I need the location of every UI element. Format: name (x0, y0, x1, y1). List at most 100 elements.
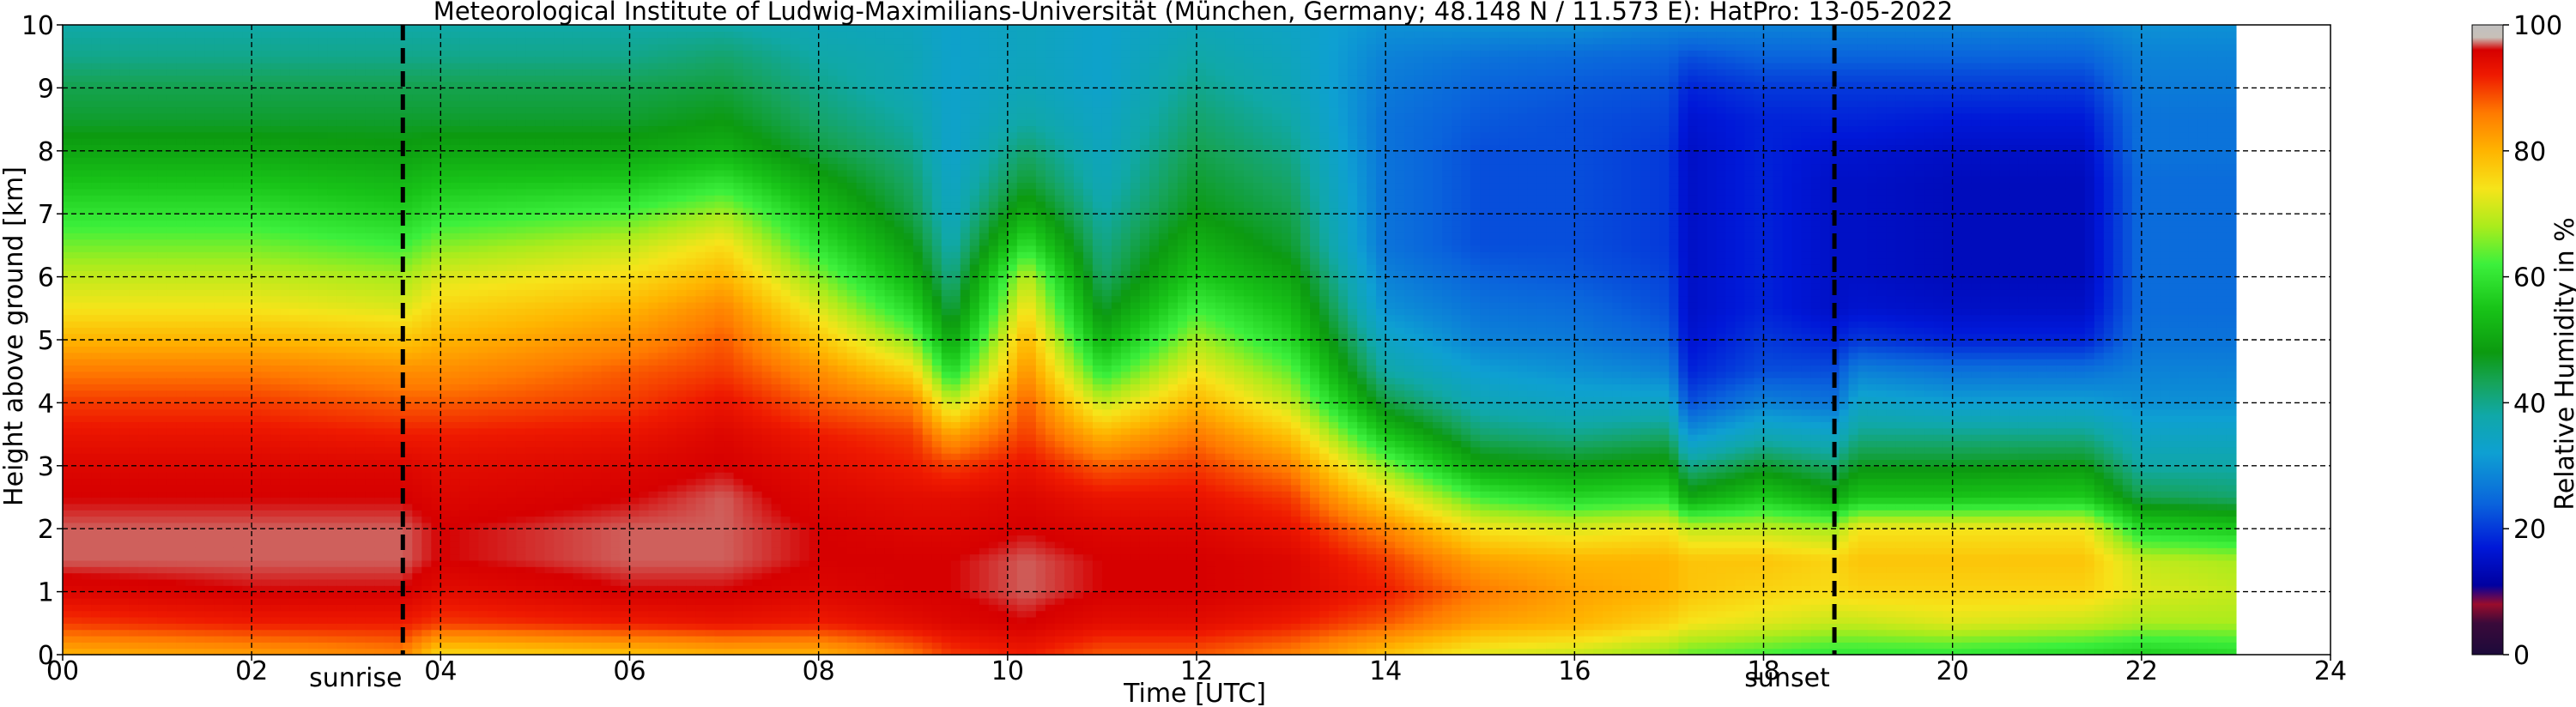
heatmap-cell (270, 44, 281, 51)
heatmap-cell (252, 76, 262, 82)
heatmap-cell (176, 25, 186, 32)
heatmap-cell (469, 69, 479, 76)
heatmap-cell (119, 125, 130, 132)
heatmap-cell (374, 327, 385, 334)
heatmap-cell (195, 517, 205, 523)
heatmap-cell (100, 106, 111, 113)
heatmap-cell (506, 623, 517, 630)
heatmap-cell (270, 113, 281, 120)
heatmap-cell (119, 485, 130, 492)
heatmap-cell (289, 163, 300, 170)
heatmap-cell (100, 277, 111, 284)
heatmap-cell (223, 251, 233, 258)
heatmap-cell (318, 353, 328, 360)
heatmap-cell (129, 327, 139, 334)
heatmap-cell (336, 183, 347, 190)
heatmap-cell (261, 44, 271, 51)
heatmap-cell (280, 384, 290, 390)
heatmap-cell (82, 302, 92, 309)
heatmap-cell (100, 44, 111, 51)
heatmap-cell (63, 547, 73, 554)
heatmap-cell (355, 498, 366, 505)
heatmap-cell (233, 636, 243, 643)
heatmap-cell (195, 202, 205, 208)
heatmap-cell (478, 579, 488, 586)
heatmap-cell (280, 529, 290, 535)
heatmap-cell (488, 283, 498, 290)
heatmap-cell (308, 57, 318, 63)
heatmap-cell (336, 402, 347, 409)
heatmap-cell (469, 353, 479, 360)
heatmap-cell (167, 573, 177, 580)
heatmap-cell (185, 277, 196, 284)
heatmap-cell (374, 415, 385, 422)
heatmap-cell (233, 535, 243, 542)
heatmap-cell (289, 277, 300, 284)
heatmap-cell (459, 233, 470, 239)
heatmap-cell (242, 554, 252, 561)
heatmap-cell (148, 504, 158, 511)
heatmap-cell (63, 598, 73, 605)
heatmap-cell (63, 38, 73, 45)
heatmap-cell (252, 308, 262, 315)
heatmap-cell (327, 44, 337, 51)
heatmap-cell (82, 353, 92, 360)
heatmap-cell (138, 138, 148, 145)
heatmap-cell (261, 554, 271, 561)
heatmap-cell (119, 239, 130, 246)
heatmap-cell (204, 227, 215, 233)
heatmap-cell (204, 378, 215, 384)
heatmap-cell (138, 560, 148, 567)
heatmap-cell (214, 277, 224, 284)
heatmap-cell (459, 498, 470, 505)
heatmap-cell (516, 346, 526, 353)
heatmap-cell (129, 183, 139, 190)
heatmap-cell (91, 498, 101, 505)
heatmap-cell (469, 510, 479, 517)
heatmap-cell (252, 535, 262, 542)
heatmap-cell (488, 233, 498, 239)
heatmap-cell (110, 617, 120, 624)
heatmap-cell (157, 157, 167, 164)
heatmap-cell (110, 327, 120, 334)
heatmap-cell (421, 611, 432, 618)
heatmap-cell (110, 611, 120, 618)
heatmap-cell (431, 409, 441, 416)
heatmap-cell (336, 478, 347, 485)
heatmap-cell (318, 378, 328, 384)
heatmap-cell (176, 221, 186, 227)
heatmap-cell (119, 541, 130, 548)
heatmap-cell (289, 573, 300, 580)
heatmap-cell (204, 498, 215, 505)
heatmap-cell (185, 289, 196, 296)
heatmap-cell (242, 245, 252, 252)
heatmap-cell (506, 428, 517, 435)
heatmap-cell (129, 630, 139, 637)
heatmap-cell (346, 560, 356, 567)
heatmap-cell (270, 541, 281, 548)
heatmap-cell (63, 176, 73, 183)
heatmap-cell (100, 491, 111, 498)
heatmap-cell (431, 63, 441, 69)
heatmap-cell (252, 44, 262, 51)
heatmap-cell (459, 63, 470, 69)
heatmap-cell (185, 372, 196, 378)
heatmap-cell (233, 289, 243, 296)
heatmap-cell (431, 321, 441, 328)
heatmap-cell (346, 384, 356, 390)
heatmap-cell (365, 296, 375, 303)
heatmap-cell (214, 163, 224, 170)
heatmap-cell (299, 50, 309, 57)
heatmap-cell (469, 94, 479, 101)
heatmap-cell (374, 50, 385, 57)
heatmap-cell (242, 183, 252, 190)
heatmap-cell (497, 466, 507, 473)
heatmap-cell (346, 258, 356, 265)
heatmap-cell (346, 214, 356, 221)
heatmap-cell (506, 321, 517, 328)
heatmap-cell (252, 566, 262, 573)
heatmap-cell (82, 221, 92, 227)
heatmap-cell (252, 221, 262, 227)
heatmap-cell (459, 132, 470, 139)
heatmap-cell (185, 264, 196, 271)
